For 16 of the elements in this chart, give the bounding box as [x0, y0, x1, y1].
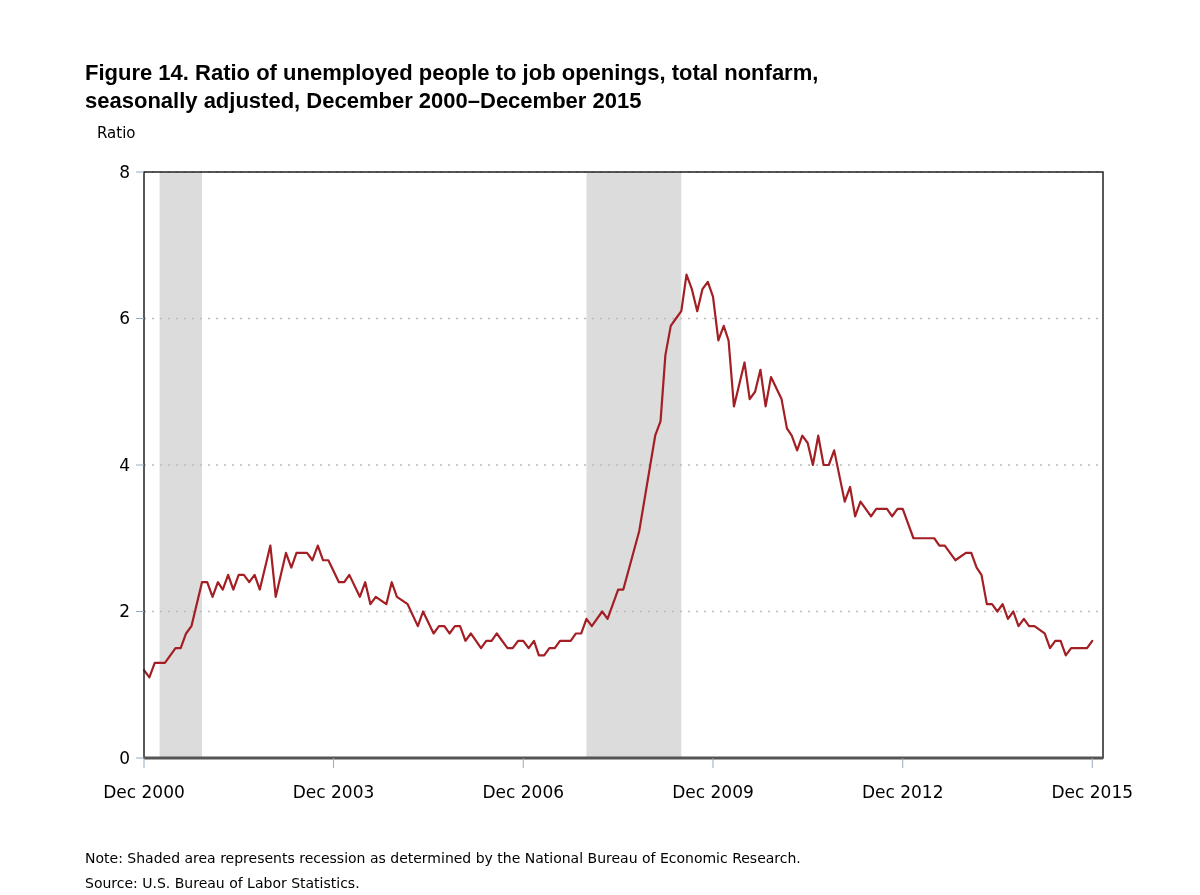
chart-title: Figure 14. Ratio of unemployed people to job openings, total nonfarm, seasonally adjusted, December 2000–December 2015	[85, 60, 819, 113]
x-tick-label: Dec 2003	[292, 782, 375, 802]
y-tick-label: 2	[119, 601, 130, 622]
y-axis-title: Ratio	[97, 124, 136, 142]
y-tick-label: 0	[119, 747, 130, 768]
x-tick-label: Dec 2012	[861, 782, 944, 802]
x-tick-label: Dec 2006	[482, 782, 565, 802]
text: Note: Shaded area represents recession as determined by the National Bureau of Economic Research.	[85, 850, 801, 866]
y-tick-label: 4	[119, 454, 130, 475]
x-tick-label: Dec 2015	[1051, 782, 1134, 802]
x-tick-label: Dec 2000	[103, 782, 185, 802]
source-note: Source: U.S. Bureau of Labor Statistics.	[85, 875, 360, 891]
y-tick-label: 8	[119, 161, 130, 182]
line-series	[142, 273, 1094, 679]
y-tick-label: 6	[119, 308, 130, 329]
x-tick-label: Dec 2009	[672, 782, 754, 802]
